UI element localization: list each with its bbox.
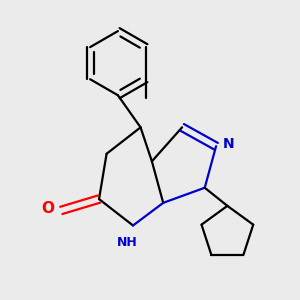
Text: N: N — [223, 137, 235, 151]
Text: O: O — [41, 201, 55, 216]
Text: NH: NH — [117, 236, 138, 249]
